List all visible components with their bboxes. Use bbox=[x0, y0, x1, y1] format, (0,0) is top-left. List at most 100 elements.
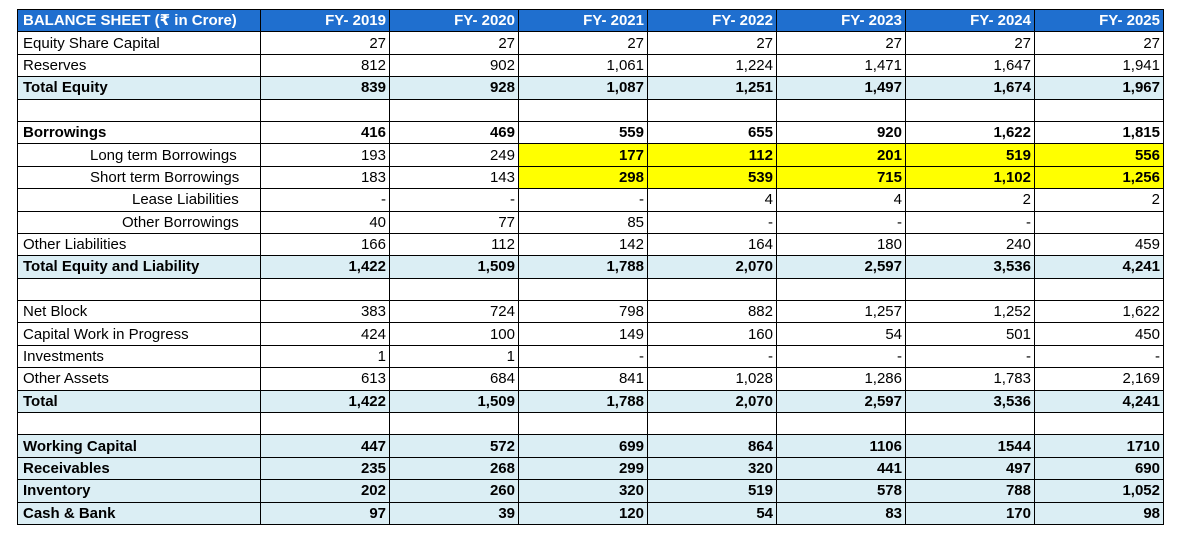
table-cell: 1710 bbox=[1034, 434, 1164, 458]
table-row: Total Equity and Liability 1,422 1,509 1,78… bbox=[17, 255, 1164, 279]
table-cell: 320 bbox=[518, 479, 648, 503]
table-cell bbox=[647, 277, 777, 302]
table-cell: 1,783 bbox=[905, 367, 1035, 391]
table-cell: - bbox=[647, 344, 777, 369]
table-cell: 655 bbox=[647, 120, 777, 145]
table-row bbox=[17, 98, 1164, 122]
table-cell: 3,536 bbox=[905, 389, 1035, 414]
table-cell: 798 bbox=[518, 300, 648, 324]
table-cell: 1544 bbox=[905, 434, 1035, 458]
table-cell: 469 bbox=[389, 120, 519, 145]
table-cell: 2,070 bbox=[647, 389, 777, 414]
table-cell: 54 bbox=[647, 501, 777, 525]
table-cell: 83 bbox=[776, 501, 906, 525]
table-cell: 27 bbox=[518, 31, 648, 55]
table-cell: 572 bbox=[389, 434, 519, 458]
table-cell: 4,241 bbox=[1034, 389, 1164, 414]
column-header: FY- 2021 bbox=[518, 8, 648, 33]
table-cell: 1,509 bbox=[389, 255, 519, 279]
header-title: BALANCE SHEET (₹ in Crore) bbox=[17, 8, 261, 33]
table-cell: 193 bbox=[260, 143, 390, 167]
table-cell: 1,257 bbox=[776, 300, 906, 324]
column-header: FY- 2020 bbox=[389, 8, 519, 33]
table-row: Reserves 812 902 1,061 1,224 1,471 1,647 1,941 bbox=[17, 53, 1164, 78]
table-cell: 902 bbox=[389, 53, 519, 78]
row-label: Capital Work in Progress bbox=[17, 322, 261, 346]
table-cell: 201 bbox=[776, 143, 906, 167]
table-cell: 2,070 bbox=[647, 255, 777, 279]
table-cell: 1,967 bbox=[1034, 76, 1164, 100]
table-cell: 724 bbox=[389, 300, 519, 324]
table-row: Short term Borrowings 183 143 298 539 715 1,10… bbox=[17, 165, 1164, 190]
table-cell: 383 bbox=[260, 300, 390, 324]
table-cell: 424 bbox=[260, 322, 390, 346]
row-label: Lease Liabilities bbox=[17, 188, 261, 212]
table-cell: 1,422 bbox=[260, 255, 390, 279]
table-cell: - bbox=[905, 210, 1035, 234]
table-cell: 882 bbox=[647, 300, 777, 324]
row-label: Other Borrowings bbox=[17, 210, 261, 234]
table-cell bbox=[389, 412, 519, 436]
table-cell: 920 bbox=[776, 120, 906, 145]
table-header-row: BALANCE SHEET (₹ in Crore) FY- 2019 FY- 20… bbox=[17, 8, 1164, 33]
table-cell: 1,674 bbox=[905, 76, 1035, 100]
table-cell: 27 bbox=[389, 31, 519, 55]
table-cell: - bbox=[260, 188, 390, 212]
table-cell: 112 bbox=[647, 143, 777, 167]
table-cell: 2 bbox=[905, 188, 1035, 212]
balance-sheet: BALANCE SHEET (₹ in Crore) FY- 2019 FY- 20… bbox=[17, 8, 1164, 525]
table-cell: 39 bbox=[389, 501, 519, 525]
table-row: Net Block 383 724 798 882 1,257 1,252 1,622 bbox=[17, 300, 1164, 324]
table-cell: 4,241 bbox=[1034, 255, 1164, 279]
table-cell: 2,597 bbox=[776, 389, 906, 414]
table-cell: 142 bbox=[518, 232, 648, 257]
row-label bbox=[17, 412, 261, 436]
table-cell: 613 bbox=[260, 367, 390, 391]
table-cell: 27 bbox=[776, 31, 906, 55]
table-cell: 77 bbox=[389, 210, 519, 234]
table-cell: 1,251 bbox=[647, 76, 777, 100]
table-cell: 100 bbox=[389, 322, 519, 346]
table-cell bbox=[905, 277, 1035, 302]
table-cell: 1,941 bbox=[1034, 53, 1164, 78]
table-cell: 249 bbox=[389, 143, 519, 167]
table-row: Other Liabilities 166 112 142 164 180 240 459 bbox=[17, 232, 1164, 257]
table-cell: 298 bbox=[518, 165, 648, 190]
table-cell: 260 bbox=[389, 479, 519, 503]
row-label: Borrowings bbox=[17, 120, 261, 145]
row-label: Total bbox=[17, 389, 261, 414]
table-cell: 1,422 bbox=[260, 389, 390, 414]
table-cell: 149 bbox=[518, 322, 648, 346]
table-row: Investments 1 1- - - - - bbox=[17, 344, 1164, 369]
table-cell bbox=[260, 98, 390, 122]
table-row bbox=[17, 412, 1164, 436]
table-cell: 97 bbox=[260, 501, 390, 525]
table-row: Lease Liabilities - - -4 4 2 2 bbox=[17, 188, 1164, 212]
row-label: Other Assets bbox=[17, 367, 261, 391]
table-cell: 699 bbox=[518, 434, 648, 458]
table-cell bbox=[905, 412, 1035, 436]
table-cell: 1,788 bbox=[518, 255, 648, 279]
column-header: FY- 2019 bbox=[260, 8, 390, 33]
table-cell: 578 bbox=[776, 479, 906, 503]
table-cell: 1,622 bbox=[1034, 300, 1164, 324]
table-cell: 1,286 bbox=[776, 367, 906, 391]
table-cell: 684 bbox=[389, 367, 519, 391]
row-label: Other Liabilities bbox=[17, 232, 261, 257]
table-cell: 164 bbox=[647, 232, 777, 257]
table-cell bbox=[776, 98, 906, 122]
row-label: Total Equity bbox=[17, 76, 261, 100]
column-header: FY- 2025 bbox=[1034, 8, 1164, 33]
table-cell: 240 bbox=[905, 232, 1035, 257]
table-cell: - bbox=[518, 188, 648, 212]
table-cell: 1,102 bbox=[905, 165, 1035, 190]
table-cell bbox=[389, 277, 519, 302]
table-cell: 160 bbox=[647, 322, 777, 346]
table-cell: 27 bbox=[647, 31, 777, 55]
balance-sheet-table: BALANCE SHEET (₹ in Crore) FY- 2019 FY- 20… bbox=[17, 8, 1164, 525]
table-cell: - bbox=[905, 344, 1035, 369]
table-cell: 1,087 bbox=[518, 76, 648, 100]
table-cell: 715 bbox=[776, 165, 906, 190]
table-cell: 235 bbox=[260, 456, 390, 481]
table-row: Total Equity 839 928 1,087 1,251 1,497 1,674 1,… bbox=[17, 76, 1164, 100]
